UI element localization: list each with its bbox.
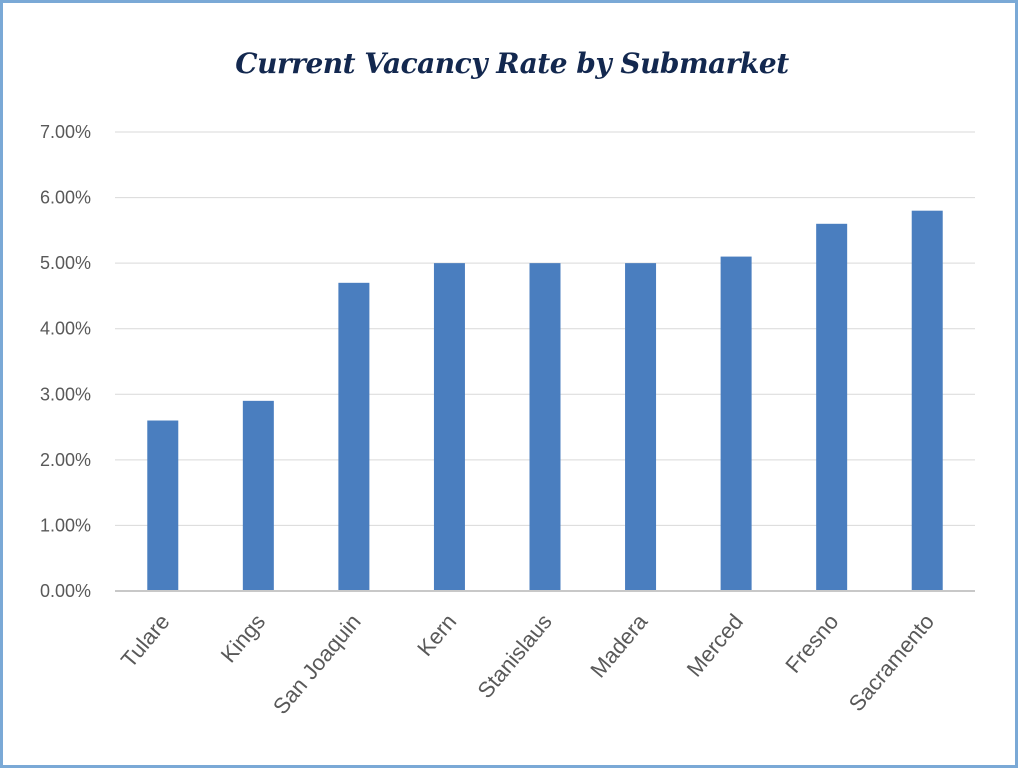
bar	[911, 210, 943, 591]
bars	[147, 210, 943, 592]
x-category-label: Stanislaus	[472, 609, 556, 703]
bar	[625, 263, 657, 591]
y-tick-label: 4.00%	[40, 319, 91, 339]
bar	[720, 256, 752, 591]
x-category-label: Sacramento	[844, 609, 939, 716]
y-axis-tick-labels: 0.00% 1.00% 2.00% 3.00% 4.00% 5.00% 6.00% 7.00%	[40, 122, 91, 601]
x-category-label: San Joaquin	[268, 609, 366, 719]
bar	[242, 400, 274, 591]
bar	[529, 263, 561, 591]
x-category-label: Tulare	[116, 609, 175, 672]
y-tick-label: 6.00%	[40, 188, 91, 208]
x-category-label: Merced	[682, 609, 748, 681]
y-tick-label: 1.00%	[40, 515, 91, 535]
bar	[433, 263, 465, 591]
x-category-label: Kern	[412, 609, 461, 661]
x-category-label: Fresno	[780, 609, 843, 678]
bar	[816, 223, 848, 592]
x-category-label: Kings	[216, 609, 271, 667]
y-tick-label: 5.00%	[40, 253, 91, 273]
y-tick-label: 3.00%	[40, 384, 91, 404]
bar	[147, 420, 179, 591]
bar	[338, 282, 370, 591]
y-tick-label: 0.00%	[40, 581, 91, 601]
y-tick-label: 2.00%	[40, 450, 91, 470]
chart-title: Current Vacancy Rate by Submarket	[235, 47, 789, 80]
y-tick-label: 7.00%	[40, 122, 91, 142]
x-category-label: Madera	[585, 609, 653, 683]
